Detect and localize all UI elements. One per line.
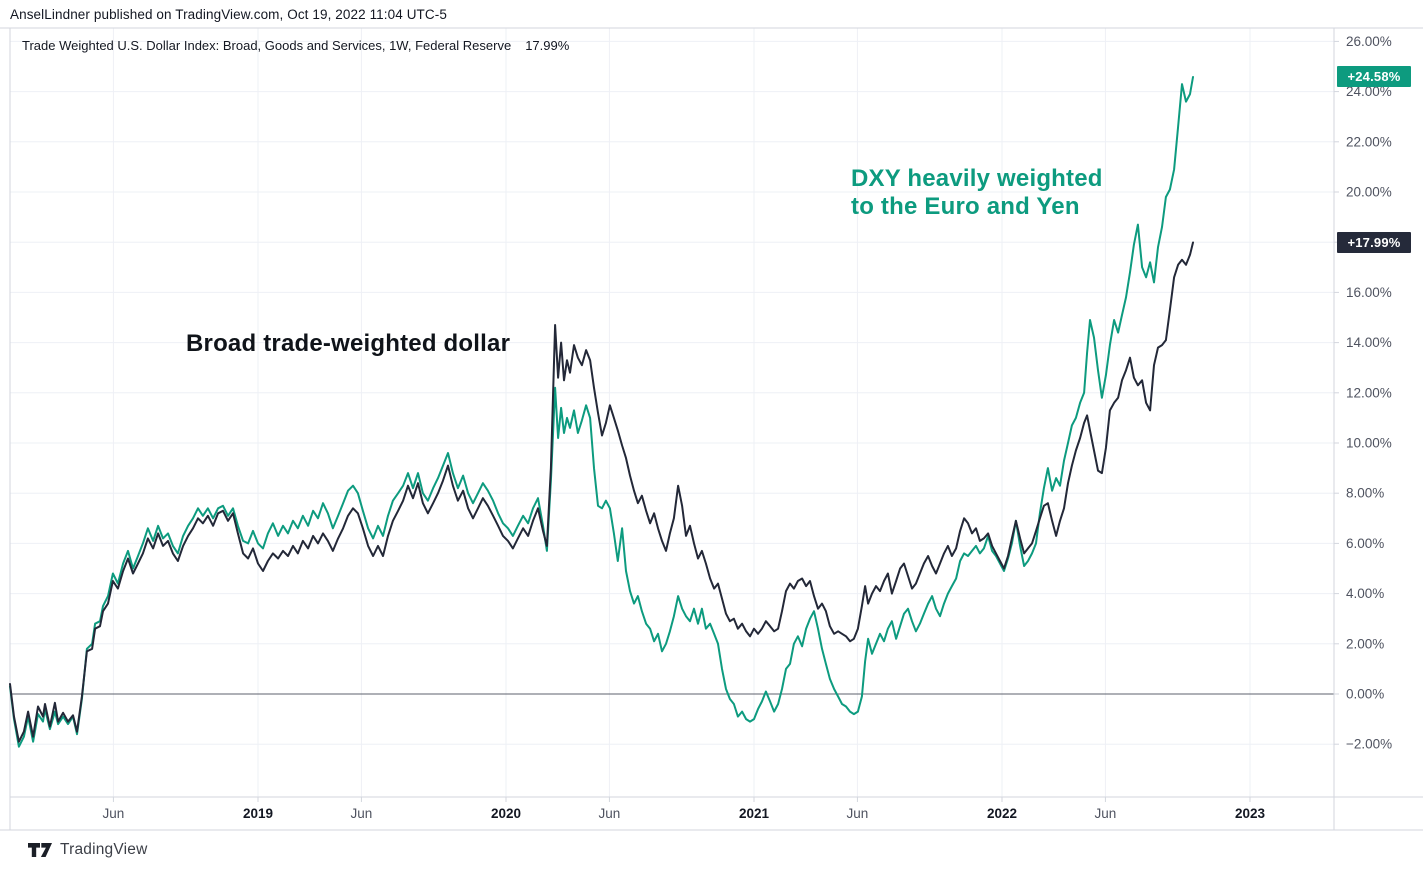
tradingview-brand-text: TradingView — [60, 841, 148, 858]
time-axis[interactable] — [10, 797, 1423, 830]
x-axis-label: Jun — [1095, 806, 1117, 821]
broad-price-badge: +17.99% — [1337, 232, 1411, 253]
price-axis[interactable] — [1334, 28, 1423, 830]
published-line: AnselLindner published on TradingView.co… — [10, 7, 447, 22]
dxy-annotation-line1: DXY heavily weighted — [851, 165, 1103, 192]
y-axis-label: 8.00% — [1346, 486, 1384, 501]
x-axis-label: Jun — [351, 806, 373, 821]
y-axis-label: 20.00% — [1346, 185, 1392, 200]
y-axis-label: 6.00% — [1346, 536, 1384, 551]
x-axis-label: 2021 — [739, 806, 770, 821]
broad-dollar-annotation[interactable]: Broad trade-weighted dollar — [186, 330, 511, 357]
y-axis-label: 16.00% — [1346, 285, 1392, 300]
x-axis-label: Jun — [847, 806, 869, 821]
y-axis-label: 12.00% — [1346, 385, 1392, 400]
x-axis-label: Jun — [103, 806, 125, 821]
x-axis-label: 2023 — [1235, 806, 1266, 821]
x-axis-label: Jun — [599, 806, 621, 821]
broad-dollar-series-line[interactable] — [9, 241, 1194, 743]
legend-title: Trade Weighted U.S. Dollar Index: Broad,… — [22, 38, 512, 53]
x-axis-label: 2020 — [491, 806, 521, 821]
x-axis-label: 2019 — [243, 806, 273, 821]
y-axis-label: 0.00% — [1346, 687, 1384, 702]
y-axis-label: 2.00% — [1346, 636, 1384, 651]
tradingview-logo-icon — [28, 843, 52, 857]
tradingview-attribution[interactable]: TradingView — [28, 841, 148, 859]
y-axis-label: 14.00% — [1346, 335, 1392, 350]
dxy-price-badge: +24.58% — [1337, 66, 1411, 87]
y-axis-label: 26.00% — [1346, 34, 1392, 49]
y-axis-label: 4.00% — [1346, 586, 1384, 601]
x-axis-label: 2022 — [987, 806, 1017, 821]
y-axis-label: 22.00% — [1346, 134, 1392, 149]
legend[interactable]: Trade Weighted U.S. Dollar Index: Broad,… — [22, 38, 569, 53]
legend-value: 17.99% — [525, 38, 570, 53]
dxy-annotation[interactable]: DXY heavily weighted to the Euro and Yen — [851, 165, 1103, 221]
y-axis-label: 10.00% — [1346, 436, 1392, 451]
dxy-annotation-line2: to the Euro and Yen — [851, 193, 1080, 220]
y-axis-label: −2.00% — [1346, 737, 1392, 752]
y-axis-label: 24.00% — [1346, 84, 1392, 99]
